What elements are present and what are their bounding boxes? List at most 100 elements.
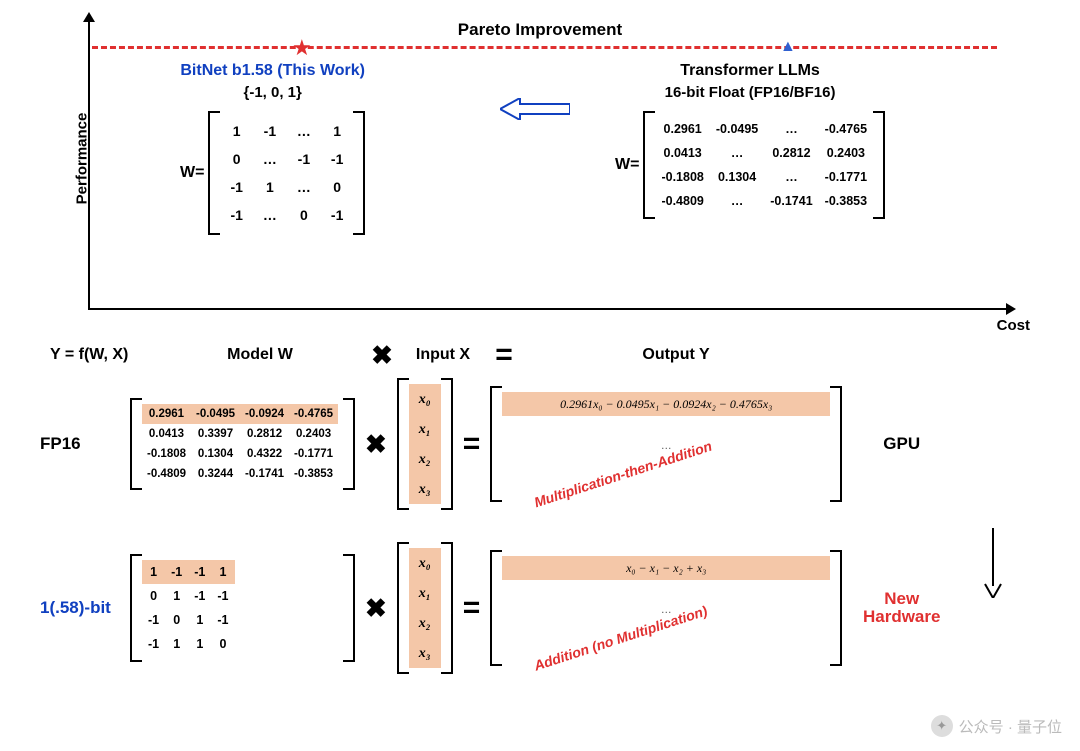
down-arrow-icon — [945, 528, 1040, 598]
matrix-cell: 0.2961 — [655, 117, 709, 141]
matrix-cell: 0.2961 — [142, 404, 191, 424]
vector-cell: x₁ — [409, 414, 441, 444]
matrix-cell: -1 — [321, 201, 353, 229]
matrix-cell: … — [287, 173, 321, 201]
matrix-cell: … — [710, 189, 764, 213]
vector-cell: x₃ — [409, 474, 441, 504]
x-axis-label: Cost — [997, 317, 1030, 334]
matrix-cell: -0.4765 — [289, 404, 338, 424]
x-axis — [88, 308, 1008, 310]
matrix-cell: 0.1304 — [710, 165, 764, 189]
matrix-cell: 1 — [188, 608, 211, 632]
triangle-marker: ▲ — [780, 38, 796, 56]
matrix-cell: 1 — [253, 173, 287, 201]
fp16-W-matrix: 0.2961-0.0495-0.0924-0.47650.04130.33970… — [130, 398, 355, 490]
matrix-cell: … — [764, 165, 818, 189]
transformer-title: Transformer LLMs — [615, 62, 885, 80]
hollow-left-arrow — [500, 98, 570, 120]
transformer-W-label: W= — [615, 156, 639, 174]
matrix-cell: -1 — [142, 632, 165, 656]
pareto-chart: Performance Cost Pareto Improvement ★ ▲ … — [60, 20, 1020, 330]
star-marker: ★ — [292, 35, 312, 61]
matrix-cell: -0.0495 — [191, 404, 240, 424]
eq-outputY: Output Y — [526, 346, 826, 364]
matrix-cell: -1 — [220, 201, 252, 229]
matrix-cell: -1 — [321, 145, 353, 173]
bit-output-expr: x₀ − x₁ − x₂ + x₃ — [502, 556, 830, 580]
matrix-cell: -0.0924 — [240, 404, 289, 424]
matrix-cell: -1 — [165, 560, 188, 584]
matrix-cell: … — [253, 145, 287, 173]
matrix-cell: 0.3244 — [191, 464, 240, 484]
matrix-cell: 0.2812 — [764, 141, 818, 165]
bit-W-matrix: 1-1-1101-1-1-101-1-1110 — [130, 554, 355, 662]
vector-cell: x₁ — [409, 578, 441, 608]
matrix-cell: 0 — [287, 201, 321, 229]
new-hardware-label-2: Hardware — [854, 607, 949, 627]
equation-section: Y = f(W, X) Model W ✖ Input X = Output Y… — [40, 338, 1040, 674]
matrix-cell: 0.2403 — [819, 141, 873, 165]
vector-cell: x₀ — [409, 384, 441, 414]
matrix-cell: 1 — [211, 560, 234, 584]
eq-symbol-1: = — [453, 427, 491, 461]
eq-y: Y = f(W, X) — [50, 346, 160, 364]
fp16-label: FP16 — [40, 434, 130, 454]
matrix-cell: -0.0495 — [710, 117, 764, 141]
matrix-cell: -0.4809 — [142, 464, 191, 484]
matrix-cell: 0.3397 — [191, 424, 240, 444]
matrix-cell: -1 — [253, 117, 287, 145]
matrix-cell: 0 — [321, 173, 353, 201]
matrix-cell: -1 — [287, 145, 321, 173]
matrix-cell: 0 — [142, 584, 165, 608]
matrix-cell: -0.1808 — [142, 444, 191, 464]
new-hardware-label-1: New — [854, 589, 949, 609]
matrix-cell: … — [253, 201, 287, 229]
matrix-cell: -0.1808 — [655, 165, 709, 189]
equation-header: Y = f(W, X) Model W ✖ Input X = Output Y — [50, 338, 1040, 372]
matrix-cell: 1 — [165, 584, 188, 608]
bit-input-vec: x₀x₁x₂x₃ — [397, 542, 453, 674]
matrix-cell: … — [764, 117, 818, 141]
watermark: ✦ 公众号 · 量子位 — [931, 715, 1062, 737]
matrix-cell: … — [710, 141, 764, 165]
matrix-cell: 1 — [220, 117, 252, 145]
matrix-cell: -0.1741 — [240, 464, 289, 484]
bitnet-subtitle: {-1, 0, 1} — [180, 84, 365, 101]
matrix-cell: 0.1304 — [191, 444, 240, 464]
bitnet-title: BitNet b1.58 (This Work) — [180, 62, 365, 80]
mult-symbol-2: ✖ — [355, 593, 397, 624]
gpu-label: GPU — [854, 434, 949, 454]
watermark-text: 公众号 · 量子位 — [959, 716, 1062, 737]
bitnet-W-label: W= — [180, 164, 204, 182]
header-eq: = — [482, 338, 526, 372]
matrix-cell: 0 — [220, 145, 252, 173]
fp16-output-expr: 0.2961x₀ − 0.0495x₁ − 0.0924x₂ − 0.4765x… — [502, 392, 830, 416]
vector-cell: x₀ — [409, 548, 441, 578]
matrix-cell: 1 — [165, 632, 188, 656]
fp16-output: 0.2961x₀ − 0.0495x₁ − 0.0924x₂ − 0.4765x… — [490, 386, 842, 502]
bitnet-matrix: 1-1…10…-1-1-11…0-1…0-1 — [208, 111, 365, 235]
matrix-cell: 1 — [188, 632, 211, 656]
transformer-block: Transformer LLMs 16-bit Float (FP16/BF16… — [615, 62, 885, 219]
fp16-row: FP16 0.2961-0.0495-0.0924-0.47650.04130.… — [40, 378, 1040, 510]
eq-modelW: Model W — [160, 346, 360, 364]
matrix-cell: -0.3853 — [289, 464, 338, 484]
pareto-line — [92, 46, 997, 49]
matrix-cell: -0.1771 — [289, 444, 338, 464]
matrix-cell: -0.1771 — [819, 165, 873, 189]
header-mult: ✖ — [360, 340, 404, 371]
matrix-cell: -0.3853 — [819, 189, 873, 213]
vector-cell: x₃ — [409, 638, 441, 668]
matrix-cell: 0.0413 — [142, 424, 191, 444]
matrix-cell: -1 — [211, 584, 234, 608]
matrix-cell: 1 — [142, 560, 165, 584]
fp16-input-vec: x₀x₁x₂x₃ — [397, 378, 453, 510]
matrix-cell: -0.1741 — [764, 189, 818, 213]
matrix-cell: 0.4322 — [240, 444, 289, 464]
matrix-cell: -0.4809 — [655, 189, 709, 213]
transformer-subtitle: 16-bit Float (FP16/BF16) — [615, 84, 885, 101]
y-axis-label: Performance — [73, 113, 90, 205]
matrix-cell: 1 — [321, 117, 353, 145]
transformer-matrix: 0.2961-0.0495…-0.47650.0413…0.28120.2403… — [643, 111, 885, 219]
pareto-label: Pareto Improvement — [458, 20, 622, 40]
